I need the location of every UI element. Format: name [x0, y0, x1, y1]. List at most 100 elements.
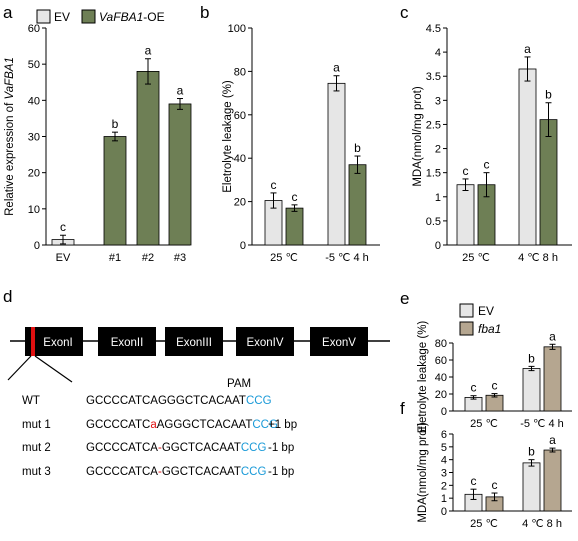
y-tick-label-a: 20 — [28, 168, 40, 180]
bar-e-1-0 — [522, 368, 541, 412]
x-tick-label-a: #1 — [109, 252, 121, 264]
pam-label: PAM — [227, 378, 251, 390]
sig-letter-e-1-0: b — [528, 351, 535, 365]
panel-letter-a: a — [3, 3, 13, 22]
x-group-label-e: 25 ℃ — [470, 418, 498, 430]
x-tick-label-a: #2 — [142, 252, 154, 264]
exon-group: ExonI ExonII ExonIII ExonIV ExonV — [25, 327, 368, 356]
y-tick-label-f: 2 — [441, 480, 447, 492]
exon-label-1: ExonI — [43, 337, 72, 349]
seq-row-2: GCCCCATCA-GGCTCACAATCCG — [86, 442, 266, 454]
y-tick-label-f: 1 — [441, 493, 447, 505]
chart-c: 0 0.5 1 1.5 2 2.5 3 3.5 4 4.5 MDA(nmol/mg prot) c c 2… — [412, 23, 572, 264]
sig-letter-c-1-1: b — [545, 88, 552, 102]
y-tick-label-b: 40 — [234, 153, 246, 165]
legend-label-ev-e: EV — [478, 304, 494, 318]
sig-letter-f-0-1: c — [492, 478, 498, 492]
zoom-line-right — [34, 355, 73, 383]
exon-box-4 — [236, 327, 294, 356]
panel-letter-e: e — [400, 289, 409, 308]
y-tick-label-a: 0 — [34, 240, 40, 252]
y-tick-label-e: 0 — [441, 406, 447, 418]
gene-structure: ExonI ExonII ExonIII ExonIV ExonV PAM WT GCCC… — [7, 327, 390, 478]
y-tick-label-c: 0.5 — [426, 216, 441, 228]
y-axis-label-gene-a: VaFBA1 — [4, 57, 16, 99]
sig-letter-b-1-0: a — [333, 61, 340, 75]
bar-f-1-0 — [522, 462, 541, 512]
bar-a-3 — [168, 103, 192, 246]
seq-pam-0: CCG — [246, 395, 272, 407]
y-tick-label-a: 60 — [28, 23, 40, 35]
seq-pre-3: GCCCCATCA — [86, 466, 158, 478]
x-group-label-b: -5 ℃ 4 h — [325, 252, 369, 264]
y-axis-label-e: Eletrolyte leakage (%) — [417, 321, 429, 434]
y-tick-label-a: 30 — [28, 132, 40, 144]
exon-label-2: ExonII — [111, 337, 144, 349]
y-tick-label-a: 50 — [28, 59, 40, 71]
seq-pam-3: CCG — [241, 466, 267, 478]
x-group-label-c: 25 ℃ — [462, 252, 490, 264]
sig-letter-e-0-1: c — [492, 379, 498, 393]
bar-a-2 — [136, 71, 160, 246]
y-tick-label-f: 3 — [441, 468, 447, 480]
x-tick-label-a: #3 — [174, 252, 186, 264]
sig-letter-b-0-0: c — [271, 178, 277, 192]
bar-e-1-1 — [543, 346, 562, 412]
legend-top: EV VaFBA1-OE — [36, 9, 165, 24]
bar-e-0-1 — [485, 394, 504, 412]
y-tick-label-b: 60 — [234, 110, 246, 122]
y-axis-label-prefix-a: Relative expression of — [4, 100, 16, 216]
seq-note-1: +1 bp — [268, 419, 297, 431]
x-group-label-e: -5 ℃ 4 h — [520, 418, 564, 430]
sig-letter-a-1: b — [112, 117, 119, 131]
y-tick-label-f: 6 — [441, 429, 447, 441]
sig-letter-e-1-1: a — [549, 329, 556, 343]
seq-row-label-1: mut 1 — [22, 419, 51, 431]
y-tick-label-e: 20 — [435, 389, 447, 401]
seq-pre-2: GCCCCATCA — [86, 442, 158, 454]
seq-pam-1: CCG — [252, 419, 278, 431]
x-group-label-f: 4 ℃ 8 h — [522, 518, 562, 530]
y-tick-label-b: 20 — [234, 197, 246, 209]
y-tick-label-b: 80 — [234, 66, 246, 78]
y-tick-label-f: 0 — [441, 506, 447, 518]
chart-a: 0 10 20 30 40 50 60 Relative expression of VaFB… — [4, 23, 192, 264]
sig-letter-f-1-0: b — [528, 445, 535, 459]
seq-row-label-3: mut 3 — [22, 466, 51, 478]
legend-swatch-ev-e — [459, 303, 474, 318]
x-group-label-f: 25 ℃ — [470, 518, 498, 530]
y-tick-label-c: 0 — [435, 240, 441, 252]
x-tick-label-a: EV — [56, 252, 71, 264]
seq-protospacer-0: GCCCCATCAGGGCTCACAAT — [86, 395, 246, 407]
exon-box-2 — [98, 327, 156, 356]
seq-note-2: -1 bp — [268, 442, 294, 454]
sig-letter-f-1-1: a — [549, 433, 556, 447]
zoom-line-left — [7, 355, 32, 381]
legend-swatch-mutant — [459, 321, 474, 336]
y-tick-label-f: 4 — [441, 455, 447, 467]
exon-box-3 — [165, 327, 223, 356]
seq-edit-1: a — [150, 419, 157, 431]
legend-swatch-oe — [81, 9, 96, 24]
seq-pam-2: CCG — [241, 442, 267, 454]
sgrna-target-site — [31, 327, 35, 356]
legend-label-oe-gene: VaFBA1 — [99, 10, 143, 24]
seq-post-3: GGCTCACAAT — [162, 466, 241, 478]
bar-a-1 — [103, 136, 127, 246]
seq-edit-2: - — [158, 442, 162, 454]
sig-letter-b-0-1: c — [292, 190, 298, 204]
y-tick-label-c: 2 — [435, 144, 441, 156]
sig-letter-b-1-1: b — [354, 141, 361, 155]
legend-label-oe: VaFBA1-OE — [99, 10, 165, 24]
bar-b-1-0 — [327, 82, 346, 246]
y-tick-label-c: 1 — [435, 192, 441, 204]
panel-letter-d: d — [3, 287, 12, 306]
seq-row-label-0: WT — [22, 395, 40, 407]
sig-letter-a-0: c — [60, 220, 66, 234]
bar-b-1-1 — [348, 164, 367, 246]
sig-letter-c-0-1: c — [484, 158, 490, 172]
bar-c-0-0 — [456, 184, 475, 246]
panel-letter-c: c — [400, 3, 409, 22]
